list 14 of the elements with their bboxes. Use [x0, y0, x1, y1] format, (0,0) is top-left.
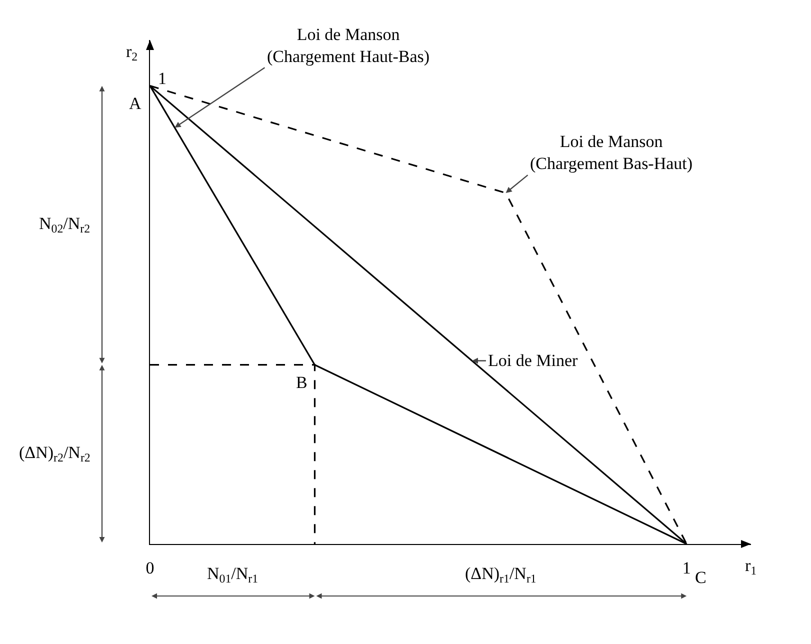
annotation: B — [296, 373, 308, 392]
series-label: Loi de Manson (Chargement Bas-Haut) — [530, 132, 693, 174]
x-tick-label: 0 — [146, 558, 154, 578]
text: N$_{02}$/N$_{r2}$ — [39, 214, 90, 236]
text: N$_{01}$/N$_{r1}$ — [207, 564, 258, 586]
text: Loi de Manson (Chargement Haut-Bas) — [267, 25, 430, 66]
y-axis-title: r$_{2}$ — [126, 42, 138, 64]
annotation: C — [695, 568, 706, 587]
x-axis-title: r$_{1}$ — [745, 556, 757, 578]
text: (ΔN)$_{r2}$/N$_{r2}$ — [19, 443, 90, 465]
text: (ΔN)$_{r1}$/N$_{r1}$ — [465, 564, 536, 586]
series-label: Loi de Miner — [488, 351, 578, 370]
annotation: 1 — [158, 69, 166, 88]
annotation: A — [129, 94, 142, 113]
